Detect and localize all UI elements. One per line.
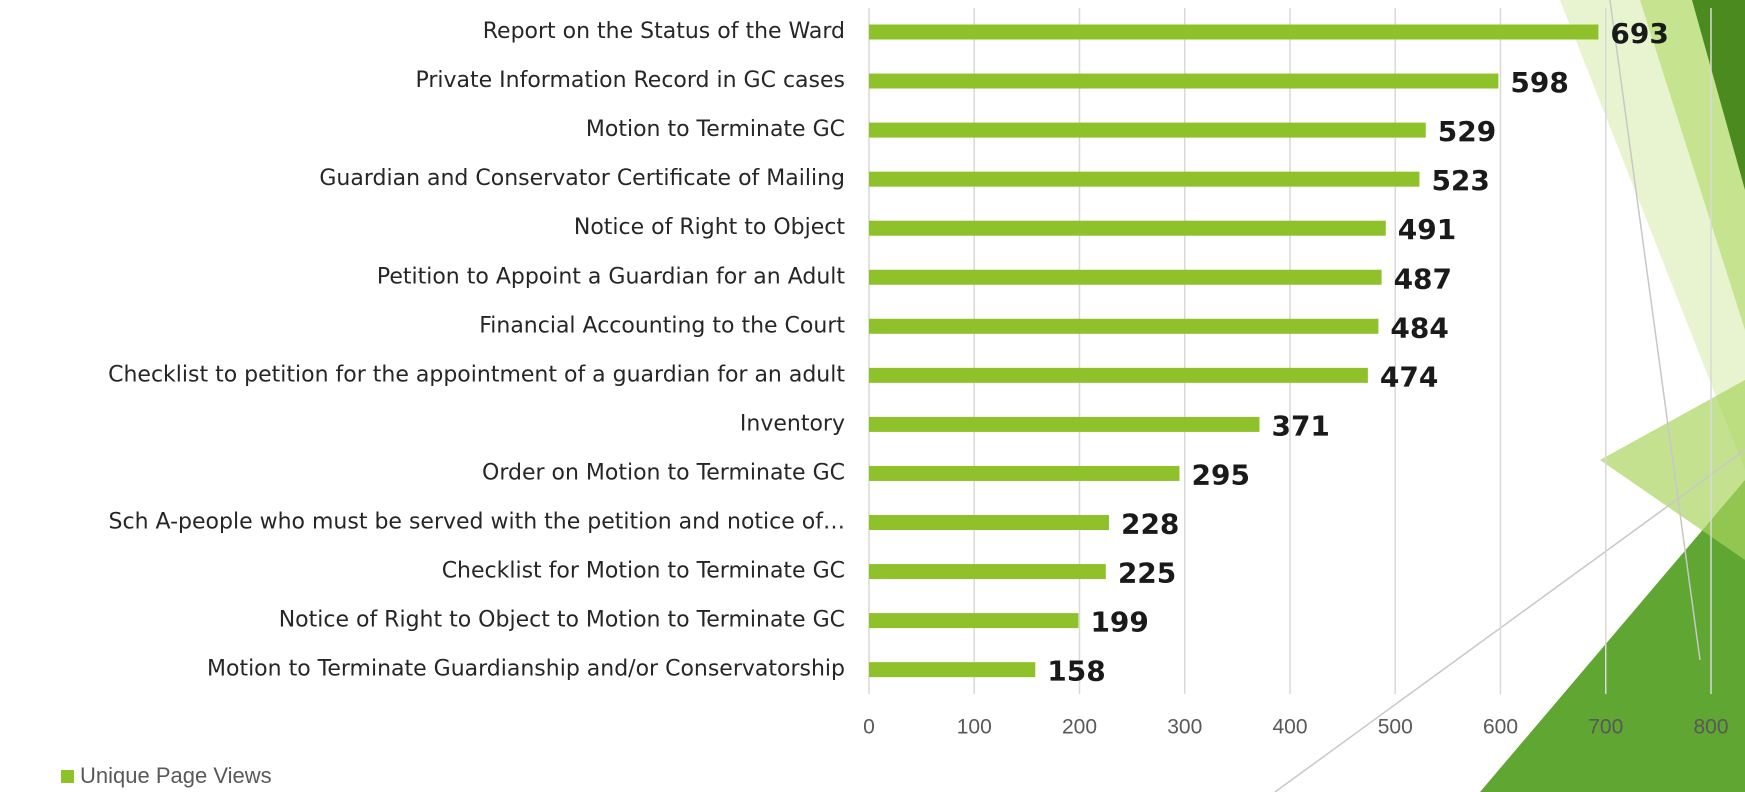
bar	[869, 318, 1379, 334]
data-label: 529	[1438, 115, 1496, 148]
category-label: Motion to Terminate Guardianship and/or …	[207, 657, 845, 682]
data-label: 523	[1431, 164, 1489, 197]
bar	[869, 171, 1420, 187]
data-label: 199	[1090, 606, 1148, 639]
bar	[869, 122, 1426, 138]
category-label: Notice of Right to Object to Motion to T…	[279, 608, 845, 633]
bar	[869, 367, 1368, 383]
category-label: Guardian and Conservator Certificate of …	[319, 166, 845, 191]
bar	[869, 662, 1036, 678]
x-tick-label: 400	[1272, 716, 1307, 739]
bar	[869, 416, 1260, 432]
bar	[869, 269, 1382, 285]
category-label: Checklist for Motion to Terminate GC	[442, 559, 845, 584]
data-label: 487	[1394, 262, 1452, 295]
data-label: 491	[1398, 213, 1456, 246]
data-label: 295	[1191, 458, 1249, 491]
bar	[869, 24, 1599, 40]
data-label: 225	[1118, 557, 1176, 590]
data-label: 598	[1510, 66, 1568, 99]
category-label: Inventory	[740, 411, 845, 436]
data-label: 158	[1047, 655, 1105, 688]
legend-label: Unique Page Views	[80, 763, 272, 788]
category-label: Sch A-people who must be served with the…	[109, 510, 845, 535]
x-tick-label: 300	[1167, 716, 1202, 739]
category-label: Checklist to petition for the appointmen…	[108, 362, 845, 387]
category-label: Notice of Right to Object	[574, 215, 846, 240]
category-label: Order on Motion to Terminate GC	[482, 460, 845, 485]
bar	[869, 515, 1109, 530]
x-tick-label: 800	[1693, 716, 1728, 739]
bar	[869, 564, 1106, 580]
x-tick-label: 0	[863, 716, 875, 739]
category-label: Financial Accounting to the Court	[479, 313, 845, 338]
data-label: 371	[1271, 409, 1329, 442]
data-label: 228	[1121, 508, 1179, 541]
x-tick-label: 600	[1483, 716, 1518, 739]
data-label: 693	[1610, 17, 1668, 50]
x-tick-label: 700	[1588, 716, 1623, 739]
bar	[869, 465, 1180, 481]
x-tick-label: 500	[1378, 716, 1413, 739]
data-label: 474	[1380, 360, 1438, 393]
legend-swatch	[61, 770, 74, 783]
bar	[869, 613, 1079, 629]
category-label: Report on the Status of the Ward	[483, 19, 845, 44]
data-label: 484	[1390, 311, 1448, 344]
x-tick-label: 200	[1062, 716, 1097, 739]
category-label: Private Information Record in GC cases	[415, 68, 845, 93]
decoration	[1274, 0, 1745, 792]
bar	[869, 73, 1499, 89]
category-label: Motion to Terminate GC	[586, 117, 845, 142]
bar	[869, 220, 1386, 236]
x-tick-label: 100	[957, 716, 992, 739]
category-label: Petition to Appoint a Guardian for an Ad…	[377, 264, 846, 289]
